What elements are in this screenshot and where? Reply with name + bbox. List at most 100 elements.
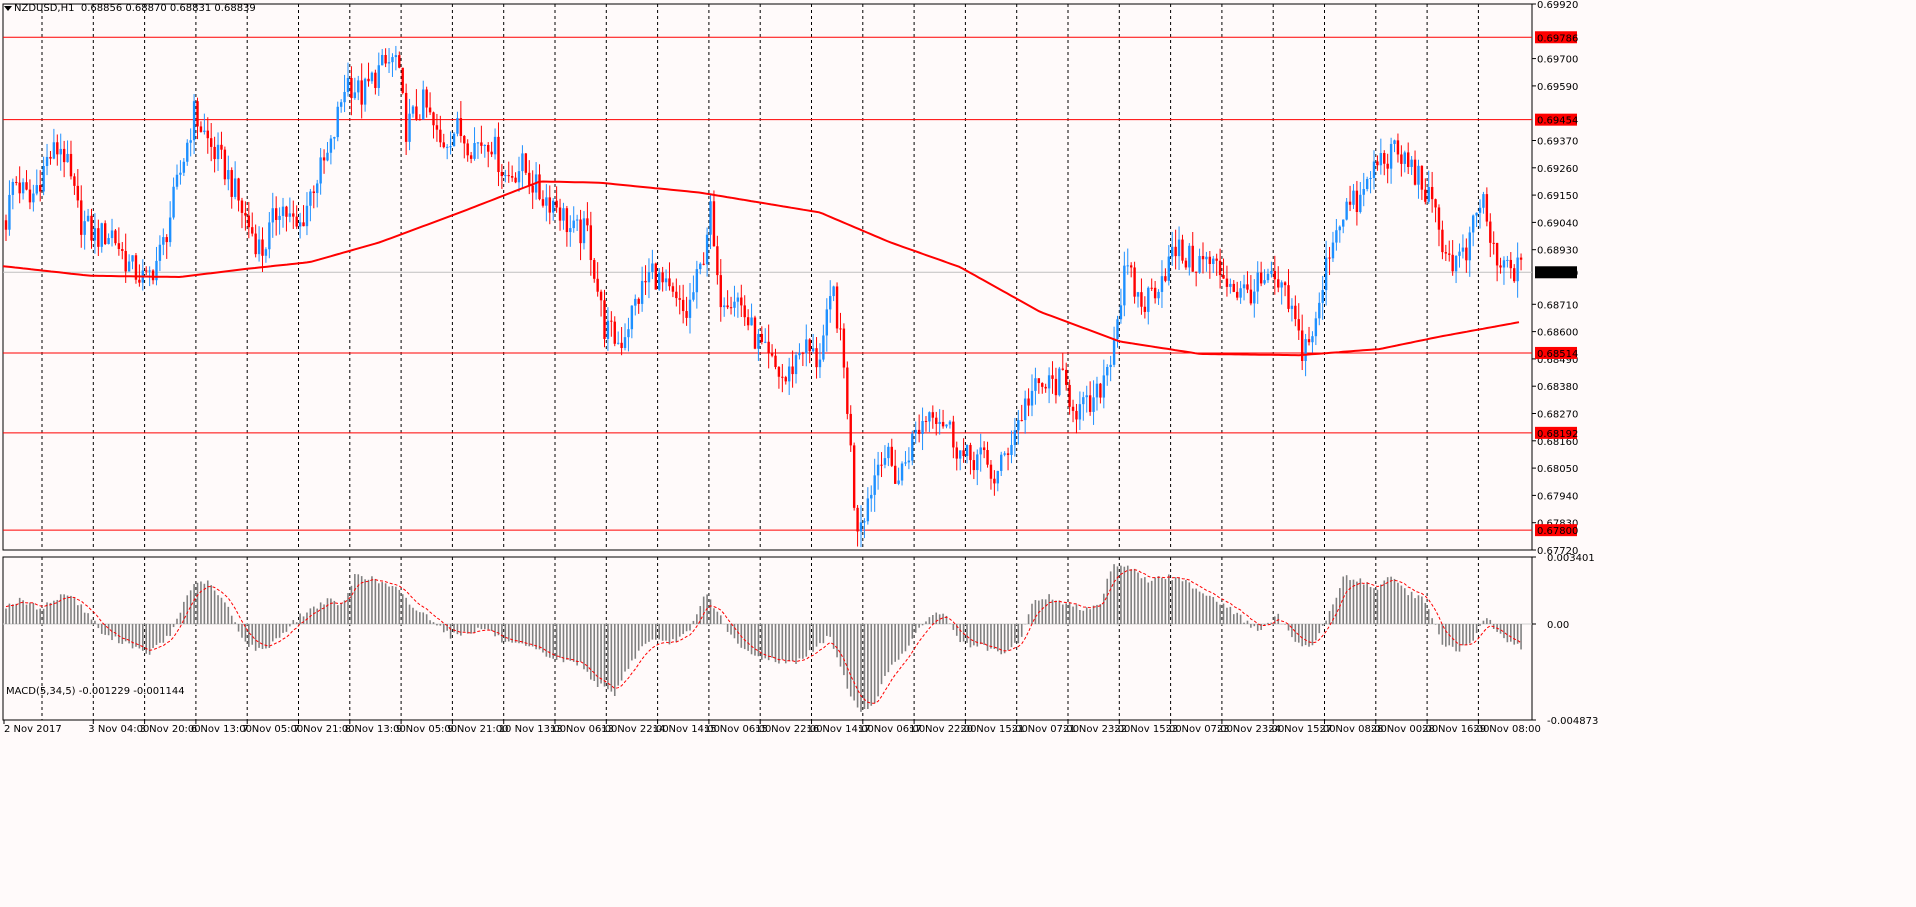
candle-body (767, 341, 770, 354)
time-axis-label: 15 Nov 22:00 (755, 724, 822, 735)
candle-body (425, 89, 428, 108)
candle-body (668, 278, 671, 287)
candle-body (880, 464, 883, 466)
time-axis-label: 29 Nov 08:00 (1473, 724, 1540, 735)
candle-body (1106, 366, 1109, 376)
candle-body (1379, 153, 1383, 166)
candle-body (548, 197, 551, 213)
candle-body (449, 146, 452, 148)
candle-body (1000, 454, 1003, 471)
candle-body (887, 446, 890, 459)
candle-body (575, 219, 579, 221)
time-axis-label: 9 Nov 05:00 (396, 724, 457, 735)
candle-body (832, 286, 835, 297)
candle-body (387, 62, 391, 64)
candle-body (846, 367, 849, 414)
candle-body (1095, 383, 1099, 398)
candle-body (1102, 375, 1106, 398)
candle-body (312, 191, 315, 194)
candle-body (220, 144, 223, 150)
candle-body (1147, 287, 1150, 312)
candle-body (524, 153, 528, 173)
price-axis-label: 0.69920 (1537, 0, 1578, 11)
candle-body (921, 420, 924, 434)
chart-menu-icon[interactable] (4, 6, 12, 11)
candle-body (1424, 189, 1427, 202)
candle-body (1236, 291, 1239, 298)
candle-body (1058, 368, 1061, 396)
candle-body (487, 145, 490, 152)
candle-body (216, 144, 220, 160)
candle-body (1324, 257, 1328, 291)
candle-body (103, 223, 107, 245)
candle-body (873, 475, 876, 495)
price-axis-label: 0.68160 (1537, 437, 1578, 448)
candle-body (411, 106, 415, 114)
candle-body (1513, 268, 1516, 282)
time-axis-label: 20 Nov 15:00 (960, 724, 1027, 735)
candle-body (962, 450, 965, 457)
candle-body (1417, 165, 1420, 185)
candle-body (1205, 256, 1208, 260)
candle-body (316, 183, 319, 194)
candle-body (493, 136, 497, 155)
candle-body (870, 494, 873, 499)
candle-body (733, 301, 736, 308)
time-axis-label: 24 Nov 15:00 (1268, 724, 1335, 735)
candle-body (555, 200, 558, 208)
candle-body (805, 339, 808, 354)
candle-body (66, 153, 69, 163)
time-axis-label: 23 Nov 07:00 (1166, 724, 1233, 735)
candle-body (699, 263, 702, 270)
candle-body (835, 286, 839, 329)
ohlc-values: 0.68856 0.68870 0.68831 0.68839 (80, 3, 256, 14)
candle-body (466, 143, 469, 156)
candle-body (18, 182, 21, 194)
candle-body (928, 412, 931, 422)
time-axis-label: 17 Nov 06:00 (858, 724, 925, 735)
candle-body (681, 299, 685, 312)
candle-body (281, 206, 285, 216)
candle-body (124, 250, 127, 272)
candle-body (815, 348, 818, 368)
candle-body (439, 129, 442, 143)
time-axis-label: 7 Nov 21:00 (294, 724, 355, 735)
candle-body (172, 186, 175, 218)
candle-body (743, 305, 746, 318)
candle-body (1376, 161, 1379, 166)
candle-body (1174, 246, 1177, 257)
candle-body (938, 421, 941, 424)
candle-body (1037, 378, 1041, 384)
candle-body (1451, 254, 1454, 272)
candle-body (134, 255, 138, 280)
candle-body (1246, 284, 1249, 290)
price-axis-label: 0.68600 (1537, 328, 1578, 339)
candle-body (808, 339, 811, 352)
candle-body (192, 101, 196, 141)
time-axis-label: 22 Nov 15:00 (1114, 724, 1181, 735)
candle-body (1184, 260, 1188, 268)
candle-body (1160, 276, 1164, 292)
candle-body (1348, 201, 1352, 205)
candle-body (1485, 194, 1489, 222)
candle-body (979, 447, 982, 455)
candle-body (1465, 247, 1468, 261)
candle-body (346, 77, 350, 92)
candle-body (1413, 159, 1417, 185)
candle-body (801, 352, 805, 354)
time-axis-label: 3 Nov 20:00 (140, 724, 201, 735)
candle-body (716, 246, 719, 276)
candle-body (856, 507, 859, 532)
candle-body (630, 305, 634, 330)
candle-body (80, 200, 83, 235)
candle-body (456, 118, 459, 134)
candle-body (582, 218, 586, 244)
candle-body (1478, 207, 1482, 213)
time-axis-label: 3 Nov 04:00 (88, 724, 149, 735)
candle-body (186, 142, 189, 162)
candle-body (415, 106, 418, 120)
candle-body (1400, 154, 1403, 164)
candle-body (1468, 232, 1471, 261)
